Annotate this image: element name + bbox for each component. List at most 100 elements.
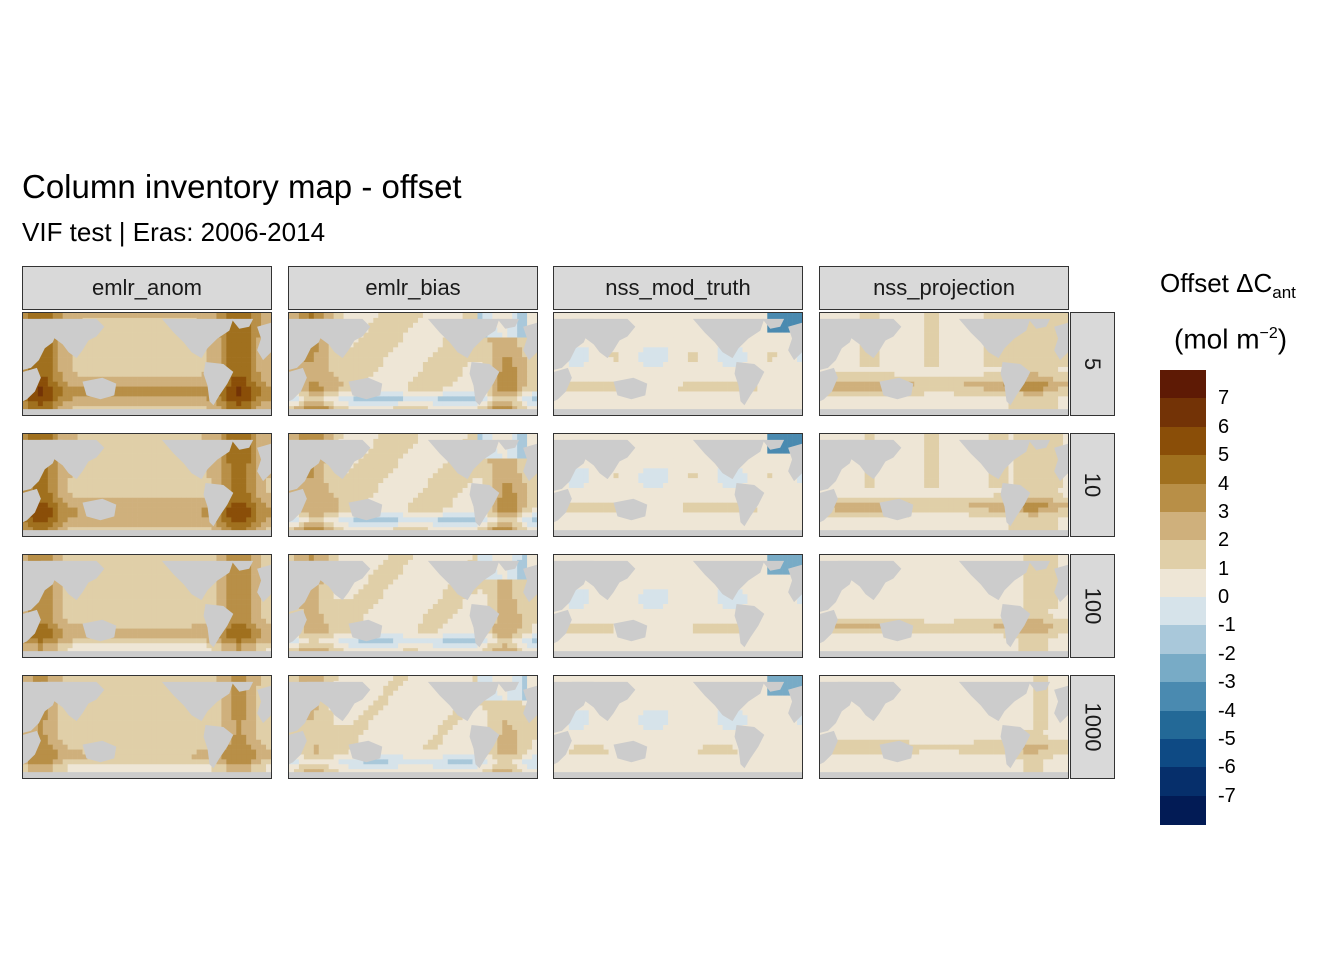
ocean-cell [137, 448, 143, 454]
ocean-cell [797, 401, 802, 407]
ocean-cell [492, 342, 498, 348]
ocean-cell [47, 376, 54, 382]
ocean-cell [102, 362, 108, 368]
ocean-cell [889, 337, 895, 343]
ocean-cell [132, 502, 138, 508]
ocean-cell [107, 317, 113, 324]
ocean-cell [608, 391, 614, 397]
ocean-cell [1043, 352, 1049, 358]
ocean-cell [52, 406, 59, 412]
ocean-cell [467, 391, 473, 397]
ocean-cell [998, 381, 1004, 387]
ocean-cell [482, 357, 488, 363]
ocean-cell [687, 327, 694, 333]
ocean-cell [328, 386, 334, 392]
ocean-cell [313, 342, 320, 348]
ocean-cell [378, 317, 384, 324]
ocean-cell [191, 313, 197, 319]
ocean-cell [171, 342, 178, 348]
ocean-cell [358, 337, 364, 343]
ocean-cell [884, 313, 890, 319]
ocean-cell [532, 352, 537, 358]
ocean-cell [231, 371, 237, 378]
ocean-cell [348, 357, 354, 363]
ocean-cell [176, 386, 183, 392]
ocean-cell [87, 434, 93, 440]
ocean-cell [151, 396, 158, 402]
ocean-cell [171, 357, 178, 363]
ocean-cell [502, 386, 508, 392]
ocean-cell [236, 362, 242, 368]
ocean-cell [707, 352, 714, 358]
ocean-cell [658, 342, 664, 348]
ocean-cell [132, 458, 138, 464]
ocean-cell [894, 401, 900, 407]
ocean-cell [859, 396, 865, 402]
ocean-cell [57, 386, 63, 392]
ocean-cell [527, 401, 533, 407]
ocean-cell [797, 371, 802, 378]
ocean-cell [77, 396, 83, 402]
ocean-cell [137, 332, 143, 338]
ocean-cell [216, 463, 222, 469]
ocean-cell [507, 401, 513, 407]
ocean-cell [447, 386, 453, 392]
ocean-cell [467, 406, 473, 412]
ocean-cell [256, 366, 262, 373]
ocean-cell [687, 362, 694, 368]
ocean-cell [904, 371, 910, 378]
ocean-cell [1053, 366, 1059, 373]
ocean-cell [156, 396, 163, 402]
ocean-cell [1003, 357, 1009, 363]
ocean-cell [403, 327, 409, 333]
ocean-cell [151, 337, 158, 343]
ocean-cell [497, 401, 503, 407]
ocean-cell [422, 396, 429, 402]
ocean-cell [231, 396, 237, 402]
ocean-cell [166, 448, 173, 454]
ocean-cell [432, 381, 439, 387]
ocean-cell [452, 401, 458, 407]
ocean-cell [413, 332, 419, 338]
ocean-cell [924, 332, 930, 338]
ocean-cell [849, 352, 856, 358]
ocean-cell [517, 391, 523, 397]
ocean-cell [859, 401, 865, 407]
ocean-cell [712, 401, 718, 407]
ocean-cell [137, 347, 143, 353]
ocean-cell [417, 337, 424, 343]
ocean-cell [62, 313, 68, 319]
ocean-cell [742, 357, 748, 363]
ocean-cell [782, 327, 788, 333]
ocean-cell [112, 327, 118, 333]
ocean-cell [767, 362, 773, 368]
ocean-cell [251, 458, 257, 464]
ocean-cell [1038, 342, 1044, 348]
ocean-cell [844, 362, 851, 368]
ocean-cell [973, 401, 980, 407]
ocean-cell [388, 342, 394, 348]
ocean-cell [767, 332, 773, 338]
ocean-cell [648, 332, 654, 338]
facet-strip-row-3: 100 [1070, 554, 1115, 658]
ocean-cell [638, 322, 644, 329]
ocean-cell [57, 381, 63, 387]
ocean-cell [151, 401, 158, 407]
ocean-cell [246, 376, 252, 382]
ocean-cell [884, 366, 890, 373]
ocean-cell [752, 352, 758, 358]
ocean-cell [97, 347, 103, 353]
ocean-cell [107, 347, 113, 353]
ocean-cell [318, 396, 325, 402]
ocean-cell [1053, 401, 1059, 407]
ocean-cell [839, 357, 846, 363]
ocean-cell [147, 401, 153, 407]
ocean-cell [487, 357, 493, 363]
facet-strip-col-3: nss_mod_truth [553, 266, 803, 310]
ocean-cell [122, 448, 128, 454]
ocean-cell [408, 386, 414, 392]
ocean-cell [378, 332, 384, 338]
ocean-cell [717, 401, 723, 407]
ocean-cell [722, 376, 728, 382]
ocean-cell [236, 487, 242, 494]
